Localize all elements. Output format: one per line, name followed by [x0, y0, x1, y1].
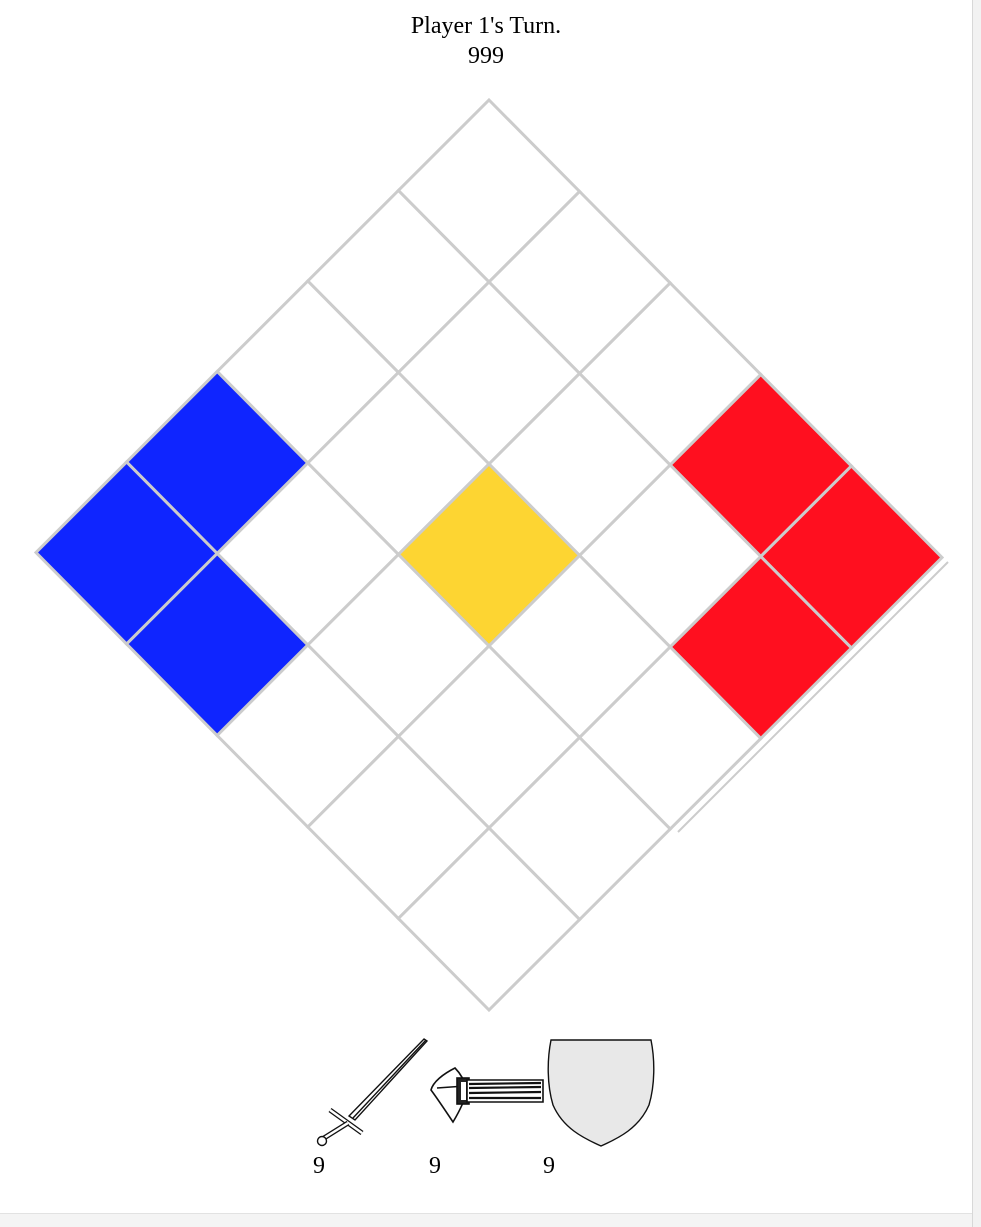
board-edge-shadow: [677, 561, 949, 833]
sword-icon: [316, 1038, 429, 1147]
shield-count: 9: [543, 1153, 555, 1179]
axe-icon: [430, 1067, 544, 1124]
board-cell-4-4-empty[interactable]: [396, 825, 582, 1013]
window-bottom-edge: [0, 1213, 972, 1227]
window-edge-scrollbar: [972, 0, 981, 1227]
turn-indicator: Player 1's Turn.: [410, 13, 562, 39]
sword-count: 9: [313, 1153, 325, 1179]
move-counter: 999: [468, 43, 504, 69]
shield-inventory-item[interactable]: [543, 1030, 663, 1215]
shield-icon: [547, 1039, 655, 1147]
axe-count: 9: [429, 1153, 441, 1179]
sword-inventory-item[interactable]: [300, 1030, 429, 1215]
board-cells: [33, 97, 945, 1013]
game-board: [33, 97, 949, 1013]
axe-inventory-item[interactable]: [425, 1030, 545, 1215]
